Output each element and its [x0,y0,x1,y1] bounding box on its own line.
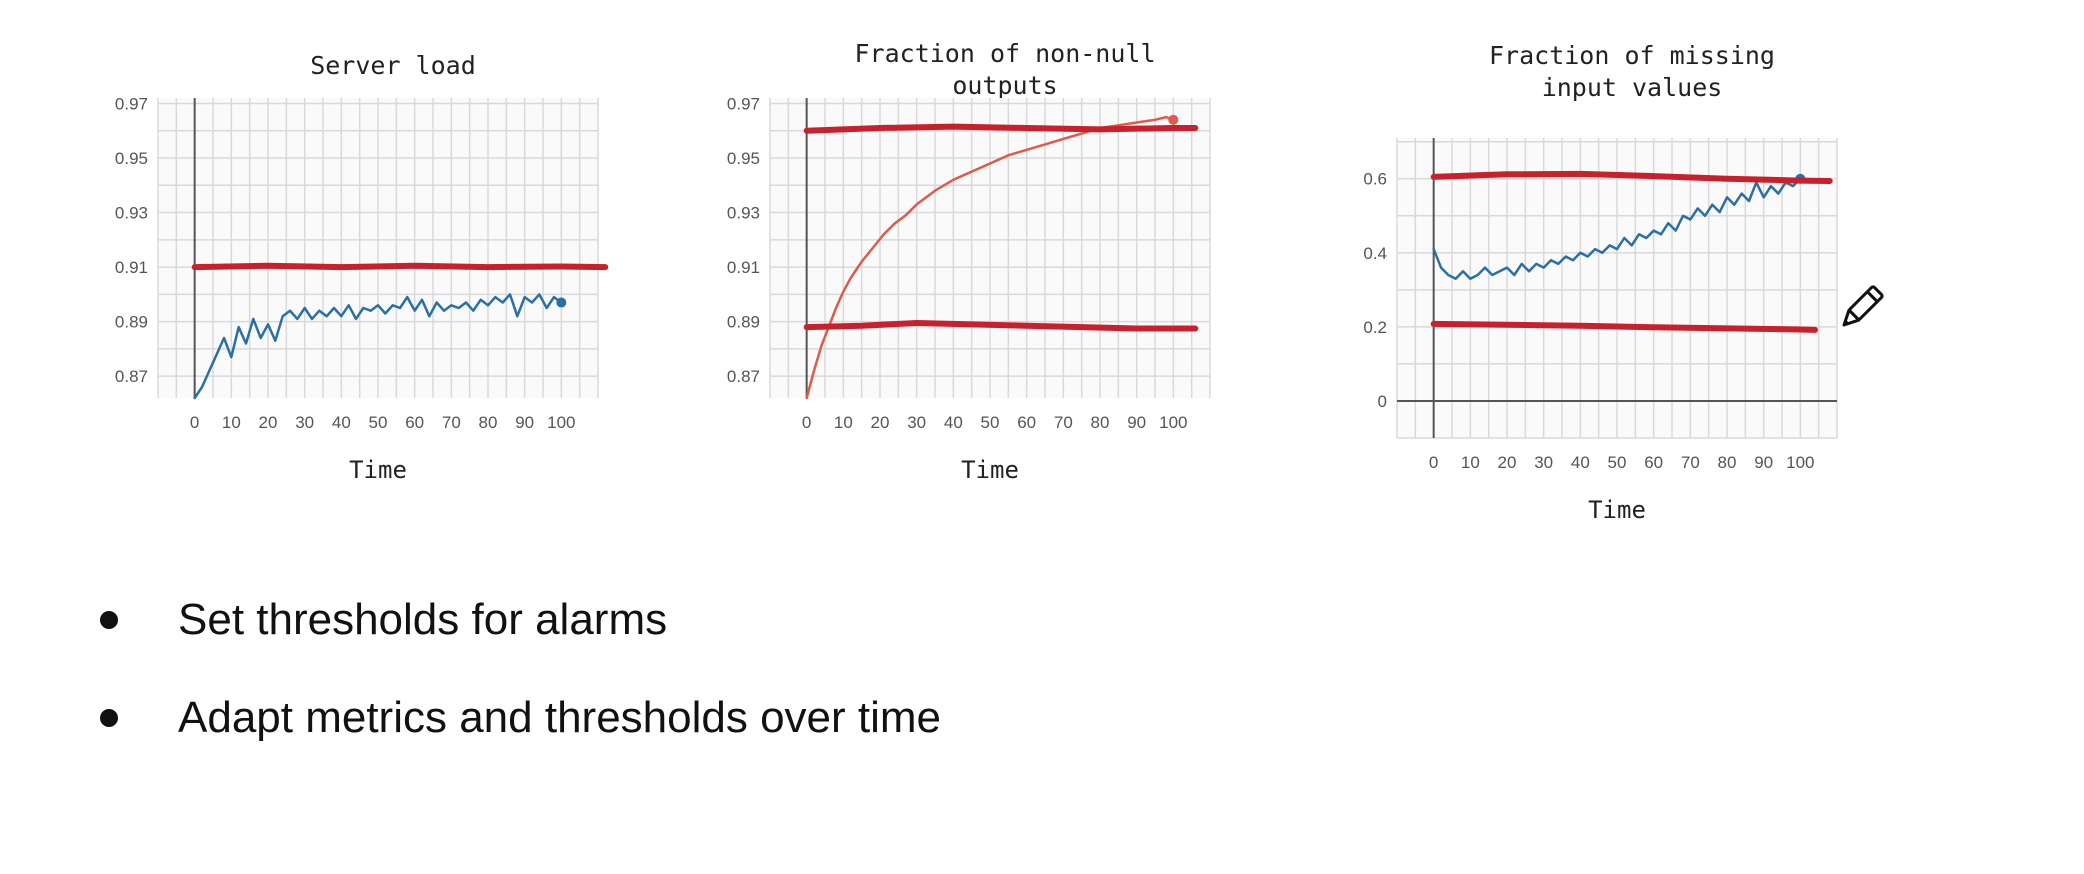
x-tick-label: 80 [1718,453,1737,472]
pencil-icon[interactable] [1835,282,1887,334]
x-tick-label: 100 [1786,453,1814,472]
y-tick-label: 0 [1378,392,1387,411]
x-axis-label: Time [349,456,407,484]
x-tick-label: 10 [222,413,241,432]
chart-title-line-1: Fraction of missing [1489,41,1775,70]
x-tick-label: 70 [1054,413,1073,432]
threshold-line [803,123,1199,134]
bullet-dot [100,709,118,727]
y-tick-label: 0.2 [1363,318,1387,337]
y-tick-label: 0.93 [115,204,148,223]
chart-non-null-outputs: Fraction of non-null outputs 0.87 0.89 0.9… [710,38,1300,568]
x-tick-label: 50 [369,413,388,432]
chart-title-line-2: input values [1541,73,1723,102]
x-tick-label: 100 [1159,413,1187,432]
y-tick-label: 0.97 [115,94,148,113]
x-tick-label: 70 [1681,453,1700,472]
chart-server-load: Server load 0.87 0.89 0.91 0.93 0.95 0.97 0 10 2… [98,50,688,570]
bullet-text: Adapt metrics and thresholds over time [178,693,942,742]
x-tick-label: 0 [190,413,199,432]
y-tick-label: 0.87 [727,367,760,386]
x-axis-label: Time [961,456,1019,484]
x-tick-label: 50 [1608,453,1627,472]
series-end-point [1168,114,1179,125]
threshold-line [1430,170,1833,184]
x-tick-label: 50 [981,413,1000,432]
x-tick-label: 80 [1091,413,1110,432]
y-tick-label: 0.95 [115,149,148,168]
bullet-item: Set thresholds for alarms [100,590,941,650]
series-end-point [556,297,567,308]
chart-missing-input-values: Fraction of missing input values 0 0.2 0.4… [1337,40,1927,570]
y-tick-label: 0.6 [1363,170,1387,189]
y-tick-label: 0.87 [115,367,148,386]
x-tick-label: 20 [1498,453,1517,472]
x-tick-label: 90 [1127,413,1146,432]
x-tick-label: 40 [944,413,963,432]
chart-title-line-2: outputs [952,71,1058,100]
x-tick-label: 40 [1571,453,1590,472]
x-tick-label: 90 [515,413,534,432]
threshold-line [803,320,1199,332]
x-tick-label: 40 [332,413,351,432]
x-tick-label: 60 [1017,413,1036,432]
x-tick-label: 60 [1644,453,1663,472]
y-tick-label: 0.91 [727,258,760,277]
x-tick-label: 30 [1534,453,1553,472]
y-tick-label: 0.95 [727,149,760,168]
chart-title-line-1: Fraction of non-null [854,39,1156,68]
series-line [1432,177,1802,280]
bullet-list: Set thresholds for alarms Adapt metrics … [100,590,941,786]
y-tick-label: 0.93 [727,204,760,223]
x-tick-label: 20 [871,413,890,432]
chart-svg: 0 0.2 0.4 0.6 0 10 20 30 40 50 60 70 80 90 100 Time [1363,138,1838,524]
bullet-dot [100,611,118,629]
series-line [193,293,563,400]
threshold-line [1430,320,1818,333]
x-tick-label: 20 [259,413,278,432]
x-tick-label: 30 [907,413,926,432]
y-tick-label: 0.97 [727,94,760,113]
x-tick-label: 30 [295,413,314,432]
y-tick-label: 0.4 [1363,244,1387,263]
chart-svg: 0.87 0.89 0.91 0.93 0.95 0.97 0 10 20 30 40 50 60 70 8… [115,94,609,484]
x-tick-label: 0 [802,413,811,432]
x-tick-label: 10 [834,413,853,432]
x-tick-label: 60 [405,413,424,432]
x-tick-label: 0 [1429,453,1438,472]
bullet-item: Adapt metrics and thresholds over time [100,688,941,748]
chart-title: Server load [310,51,476,80]
x-tick-label: 100 [547,413,575,432]
bullet-text: Set thresholds for alarms [178,595,668,644]
y-tick-label: 0.91 [115,258,148,277]
x-tick-label: 70 [442,413,461,432]
y-tick-label: 0.89 [727,313,760,332]
chart-svg: 0.87 0.89 0.91 0.93 0.95 0.97 0 10 20 30 40 50 60 70 8… [727,94,1211,484]
x-tick-label: 80 [479,413,498,432]
y-tick-label: 0.89 [115,313,148,332]
x-axis-label: Time [1588,496,1646,524]
x-tick-label: 10 [1461,453,1480,472]
x-tick-label: 90 [1754,453,1773,472]
threshold-line [191,262,609,271]
